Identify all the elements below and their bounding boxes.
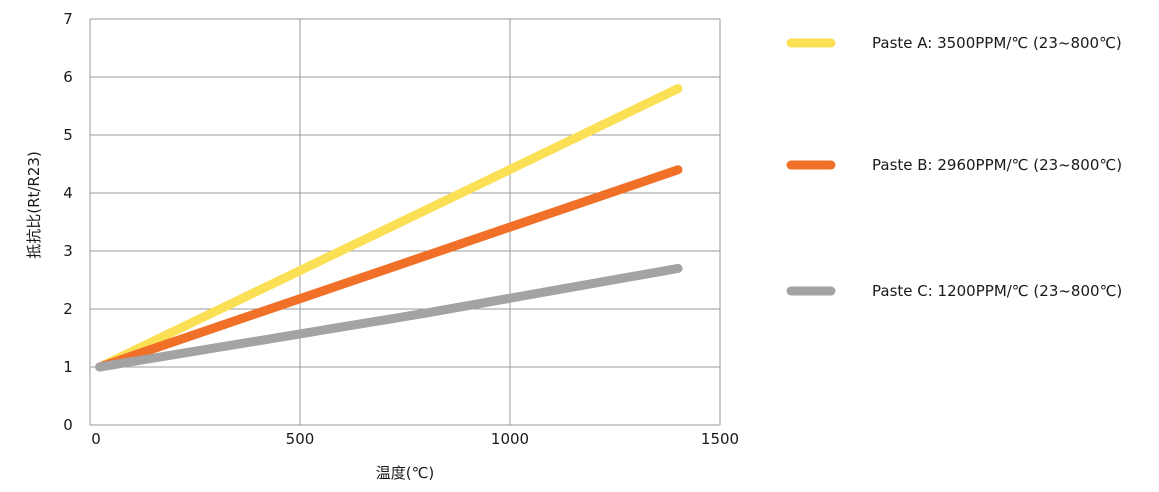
axes xyxy=(89,19,720,426)
y-tick-label: 7 xyxy=(63,10,73,28)
y-tick-label: 1 xyxy=(63,358,73,376)
y-tick-label: 3 xyxy=(63,242,73,260)
series-lines xyxy=(95,84,683,372)
tick-labels: 0 1 2 3 4 5 6 7 0 500 1000 1500 xyxy=(63,10,739,448)
y-tick-label: 6 xyxy=(63,68,73,86)
y-axis-title: 抵抗比(Rt/R23) xyxy=(25,151,43,259)
x-tick-label: 500 xyxy=(286,430,315,448)
x-axis-title: 温度(℃) xyxy=(376,464,435,482)
series-line-a xyxy=(95,84,683,372)
y-tick-label: 2 xyxy=(63,300,73,318)
x-tick-label: 1500 xyxy=(701,430,739,448)
grid xyxy=(90,18,721,425)
legend-label-b: Paste B: 2960PPM/℃ (23~800℃) xyxy=(872,156,1122,174)
y-tick-label: 4 xyxy=(63,184,73,202)
legend-label-a: Paste A: 3500PPM/℃ (23~800℃) xyxy=(872,34,1122,52)
legend: Paste A: 3500PPM/℃ (23~800℃) Paste B: 296… xyxy=(786,34,1122,300)
legend-label-c: Paste C: 1200PPM/℃ (23~800℃) xyxy=(872,282,1122,300)
series-line-b xyxy=(95,165,683,372)
y-tick-label: 5 xyxy=(63,126,73,144)
series-line-c xyxy=(95,263,683,372)
x-tick-label: 1000 xyxy=(491,430,529,448)
y-tick-label: 0 xyxy=(63,416,73,434)
x-tick-label: 0 xyxy=(91,430,101,448)
